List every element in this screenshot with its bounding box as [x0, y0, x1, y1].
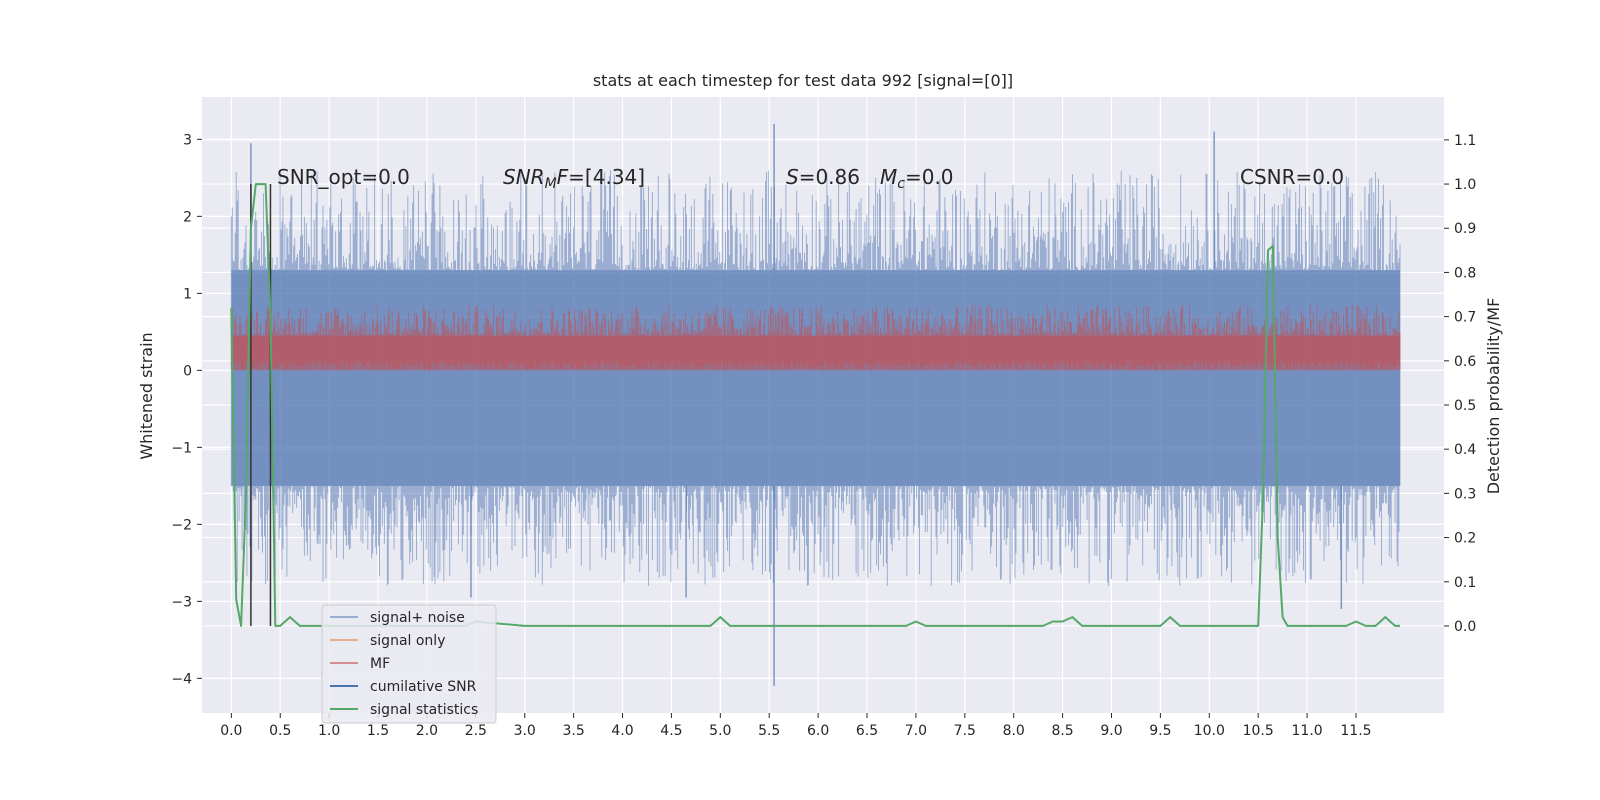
x-tick-label: 11.0: [1292, 723, 1323, 739]
annotation-mc-symbol: M: [880, 165, 897, 189]
y2-tick-label: 1.0: [1454, 177, 1476, 193]
y2-tick-label: 0.3: [1454, 486, 1476, 502]
x-tick-label: 7.5: [954, 723, 976, 739]
x-tick-label: 1.0: [318, 723, 340, 739]
x-tick-label: 9.0: [1100, 723, 1122, 739]
legend-item-signal-only: signal only: [330, 633, 445, 649]
y-tick-label: 2: [183, 209, 192, 225]
x-tick-label: 3.0: [514, 723, 536, 739]
annotation-snr-mf-letter: F: [557, 165, 569, 189]
x-tick-label: 11.5: [1340, 723, 1371, 739]
y2-tick-label: 0.5: [1454, 398, 1476, 414]
series-mf: [230, 304, 1401, 371]
x-axis-ticks: 0.0 0.5 1.0 1.5 2.0 2.5 3.0 3.5 4.0 4.5 5.0 5.5 6.0 6…: [220, 713, 1372, 739]
x-tick-label: 8.5: [1051, 723, 1073, 739]
x-tick-label: 8.0: [1003, 723, 1025, 739]
legend-item-mf: MF: [330, 656, 390, 672]
series-signal-statistics: [230, 183, 1400, 627]
y2-tick-label: 0.4: [1454, 442, 1476, 458]
x-tick-label: 6.5: [856, 723, 878, 739]
x-tick-label: 6.0: [807, 723, 829, 739]
series-signal-noise: [230, 123, 1401, 687]
y-tick-label: 1: [183, 286, 192, 302]
annotation-mc-value: =0.0: [905, 165, 954, 189]
annotation-s-symbol: S: [786, 165, 799, 189]
x-tick-label: 10.0: [1194, 723, 1225, 739]
legend-label-cumulative-snr: cumilative SNR: [370, 679, 477, 695]
y2-axis-ticks: 0.0 0.1 0.2 0.3 0.4 0.5 0.6 0.7 0.8 0.9 1.0 1.1: [1444, 133, 1476, 635]
annotation-snr-mf-symbol: SNR: [503, 165, 545, 189]
legend-item-cumulative-snr: cumilative SNR: [330, 679, 477, 695]
y2-tick-label: 0.8: [1454, 265, 1476, 281]
x-tick-label: 3.5: [562, 723, 584, 739]
x-tick-label: 5.5: [758, 723, 780, 739]
annotation-snr-mf-value: =[4.34]: [568, 165, 645, 189]
legend-label-signal-noise: signal+ noise: [370, 610, 465, 626]
x-tick-label: 2.0: [416, 723, 438, 739]
y-tick-label: −2: [171, 517, 192, 533]
x-tick-label: 7.0: [905, 723, 927, 739]
x-tick-label: 2.5: [465, 723, 487, 739]
legend-item-signal-statistics: signal statistics: [330, 702, 478, 718]
y-tick-label: −3: [171, 594, 192, 610]
y2-tick-label: 0.6: [1454, 354, 1476, 370]
x-tick-label: 0.0: [220, 723, 242, 739]
chart-title: stats at each timestep for test data 992…: [593, 71, 1013, 90]
legend: signal+ noise signal only MF cumilative …: [321, 604, 497, 724]
x-tick-label: 4.0: [611, 723, 633, 739]
annotation-mc-subscript: c: [897, 176, 905, 192]
y2-tick-label: 0.9: [1454, 221, 1476, 237]
legend-item-signal-noise: signal+ noise: [330, 610, 465, 626]
annotation-mc: Mc=0.0: [880, 165, 954, 192]
annotation-csnr: CSNR=0.0: [1240, 165, 1344, 189]
x-tick-label: 10.5: [1243, 723, 1274, 739]
annotation-s: S=0.86: [786, 165, 860, 189]
y2-tick-label: 1.1: [1454, 133, 1476, 149]
y-tick-label: 0: [183, 363, 192, 379]
y2-axis-label: Detection probability/MF: [1484, 298, 1503, 495]
y-tick-label: −4: [171, 671, 192, 687]
legend-label-mf: MF: [370, 656, 390, 672]
signal-statistics-line: [230, 183, 1400, 627]
legend-box: [321, 604, 497, 724]
y2-tick-label: 0.1: [1454, 575, 1476, 591]
legend-label-signal-only: signal only: [370, 633, 445, 649]
x-tick-label: 4.5: [660, 723, 682, 739]
x-tick-label: 5.0: [709, 723, 731, 739]
y-axis-ticks: −4 −3 −2 −1 0 1 2 3: [171, 132, 202, 687]
y-axis-label: Whitened strain: [137, 332, 156, 459]
y2-tick-label: 0.2: [1454, 531, 1476, 547]
y2-tick-label: 0.0: [1454, 619, 1476, 635]
y-tick-label: 3: [183, 132, 192, 148]
y2-tick-label: 0.7: [1454, 310, 1476, 326]
y-tick-label: −1: [171, 440, 192, 456]
annotation-s-value: =0.86: [799, 165, 860, 189]
annotation-snr-opt: SNR_opt=0.0: [277, 165, 410, 189]
annotation-snr-mf-subscript: M: [545, 176, 557, 192]
legend-label-signal-statistics: signal statistics: [370, 702, 478, 718]
x-tick-label: 9.5: [1149, 723, 1171, 739]
annotation-snr-mf: SNRMF=[4.34]: [503, 165, 645, 192]
x-tick-label: 0.5: [269, 723, 291, 739]
x-tick-label: 1.5: [367, 723, 389, 739]
